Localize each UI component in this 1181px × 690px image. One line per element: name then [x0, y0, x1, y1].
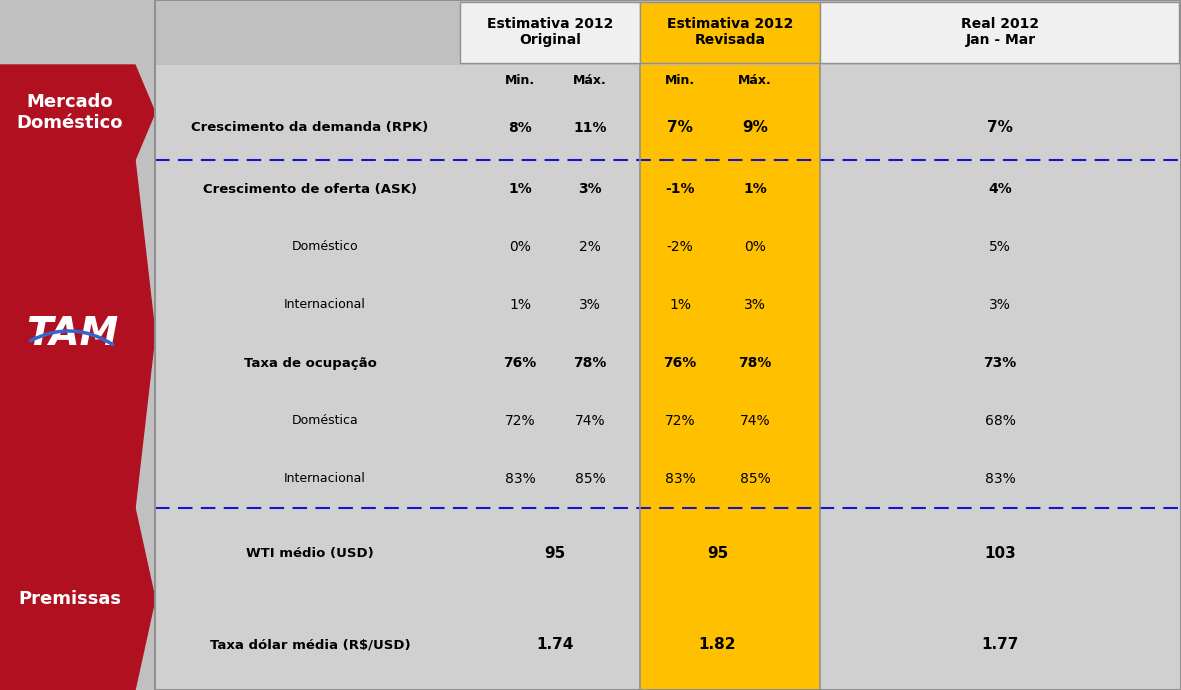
Text: Min.: Min.: [665, 74, 696, 86]
Text: 95: 95: [707, 546, 729, 561]
Text: 74%: 74%: [575, 414, 606, 428]
Text: 73%: 73%: [984, 356, 1017, 370]
Bar: [820, 2, 1179, 63]
Bar: [461, 2, 640, 63]
Text: 74%: 74%: [739, 414, 770, 428]
Text: 3%: 3%: [988, 298, 1011, 312]
Text: 83%: 83%: [665, 472, 696, 486]
Text: 76%: 76%: [664, 356, 697, 370]
Text: 2%: 2%: [579, 240, 601, 254]
Text: Min.: Min.: [505, 74, 535, 86]
Text: Doméstica: Doméstica: [292, 415, 358, 428]
Text: 78%: 78%: [573, 356, 607, 370]
Text: 78%: 78%: [738, 356, 771, 370]
Text: 3%: 3%: [579, 182, 602, 196]
Text: 0%: 0%: [744, 240, 766, 254]
Polygon shape: [0, 160, 155, 508]
Text: WTI médio (USD): WTI médio (USD): [246, 547, 374, 560]
Text: Real 2012
Jan - Mar: Real 2012 Jan - Mar: [961, 17, 1039, 47]
Text: 0%: 0%: [509, 240, 531, 254]
Text: 7%: 7%: [667, 120, 693, 135]
Text: Premissas: Premissas: [19, 590, 122, 608]
Text: 7%: 7%: [987, 120, 1013, 135]
Text: -2%: -2%: [666, 240, 693, 254]
Bar: [640, 65, 820, 95]
Text: Estimativa 2012
Original: Estimativa 2012 Original: [487, 17, 613, 47]
Text: 3%: 3%: [744, 298, 766, 312]
Text: 1.82: 1.82: [699, 637, 736, 652]
Text: 85%: 85%: [575, 472, 606, 486]
Bar: [640, 2, 820, 63]
Text: 83%: 83%: [504, 472, 535, 486]
Text: Taxa dólar média (R$/USD): Taxa dólar média (R$/USD): [210, 638, 410, 651]
Text: 3%: 3%: [579, 298, 601, 312]
Text: 1.74: 1.74: [536, 637, 574, 652]
Text: Estimativa 2012
Revisada: Estimativa 2012 Revisada: [667, 17, 794, 47]
Text: Doméstico: Doméstico: [292, 241, 358, 253]
Text: Internacional: Internacional: [285, 473, 366, 486]
Text: 68%: 68%: [985, 414, 1016, 428]
Text: 5%: 5%: [988, 240, 1011, 254]
Text: 8%: 8%: [508, 121, 531, 135]
Bar: [640, 508, 820, 690]
Text: Máx.: Máx.: [738, 74, 772, 86]
Bar: [155, 0, 1181, 690]
Text: -1%: -1%: [665, 182, 694, 196]
Text: 76%: 76%: [503, 356, 536, 370]
Text: 1%: 1%: [509, 298, 531, 312]
Text: 11%: 11%: [573, 121, 607, 135]
Text: Internacional: Internacional: [285, 299, 366, 311]
Bar: [155, 160, 1181, 508]
Text: 95: 95: [544, 546, 566, 561]
Text: 1%: 1%: [508, 182, 531, 196]
Text: 1%: 1%: [743, 182, 766, 196]
Bar: [640, 95, 820, 160]
Text: TAM: TAM: [26, 315, 118, 353]
Text: Máx.: Máx.: [573, 74, 607, 86]
Bar: [155, 95, 1181, 160]
Text: 1.77: 1.77: [981, 637, 1019, 652]
Polygon shape: [0, 508, 155, 690]
Text: Crescimento de oferta (ASK): Crescimento de oferta (ASK): [203, 182, 417, 195]
Text: 1%: 1%: [668, 298, 691, 312]
Bar: [155, 65, 1181, 95]
Bar: [155, 508, 1181, 690]
Text: Mercado
Doméstico: Mercado Doméstico: [17, 93, 123, 132]
Bar: [640, 160, 820, 508]
Text: 83%: 83%: [985, 472, 1016, 486]
Text: 85%: 85%: [739, 472, 770, 486]
Text: 72%: 72%: [504, 414, 535, 428]
Text: 4%: 4%: [988, 182, 1012, 196]
Polygon shape: [0, 65, 155, 160]
Text: 9%: 9%: [742, 120, 768, 135]
Text: Crescimento da demanda (RPK): Crescimento da demanda (RPK): [191, 121, 429, 134]
Text: 103: 103: [984, 546, 1016, 561]
Text: 72%: 72%: [665, 414, 696, 428]
Text: Taxa de ocupação: Taxa de ocupação: [243, 357, 377, 370]
